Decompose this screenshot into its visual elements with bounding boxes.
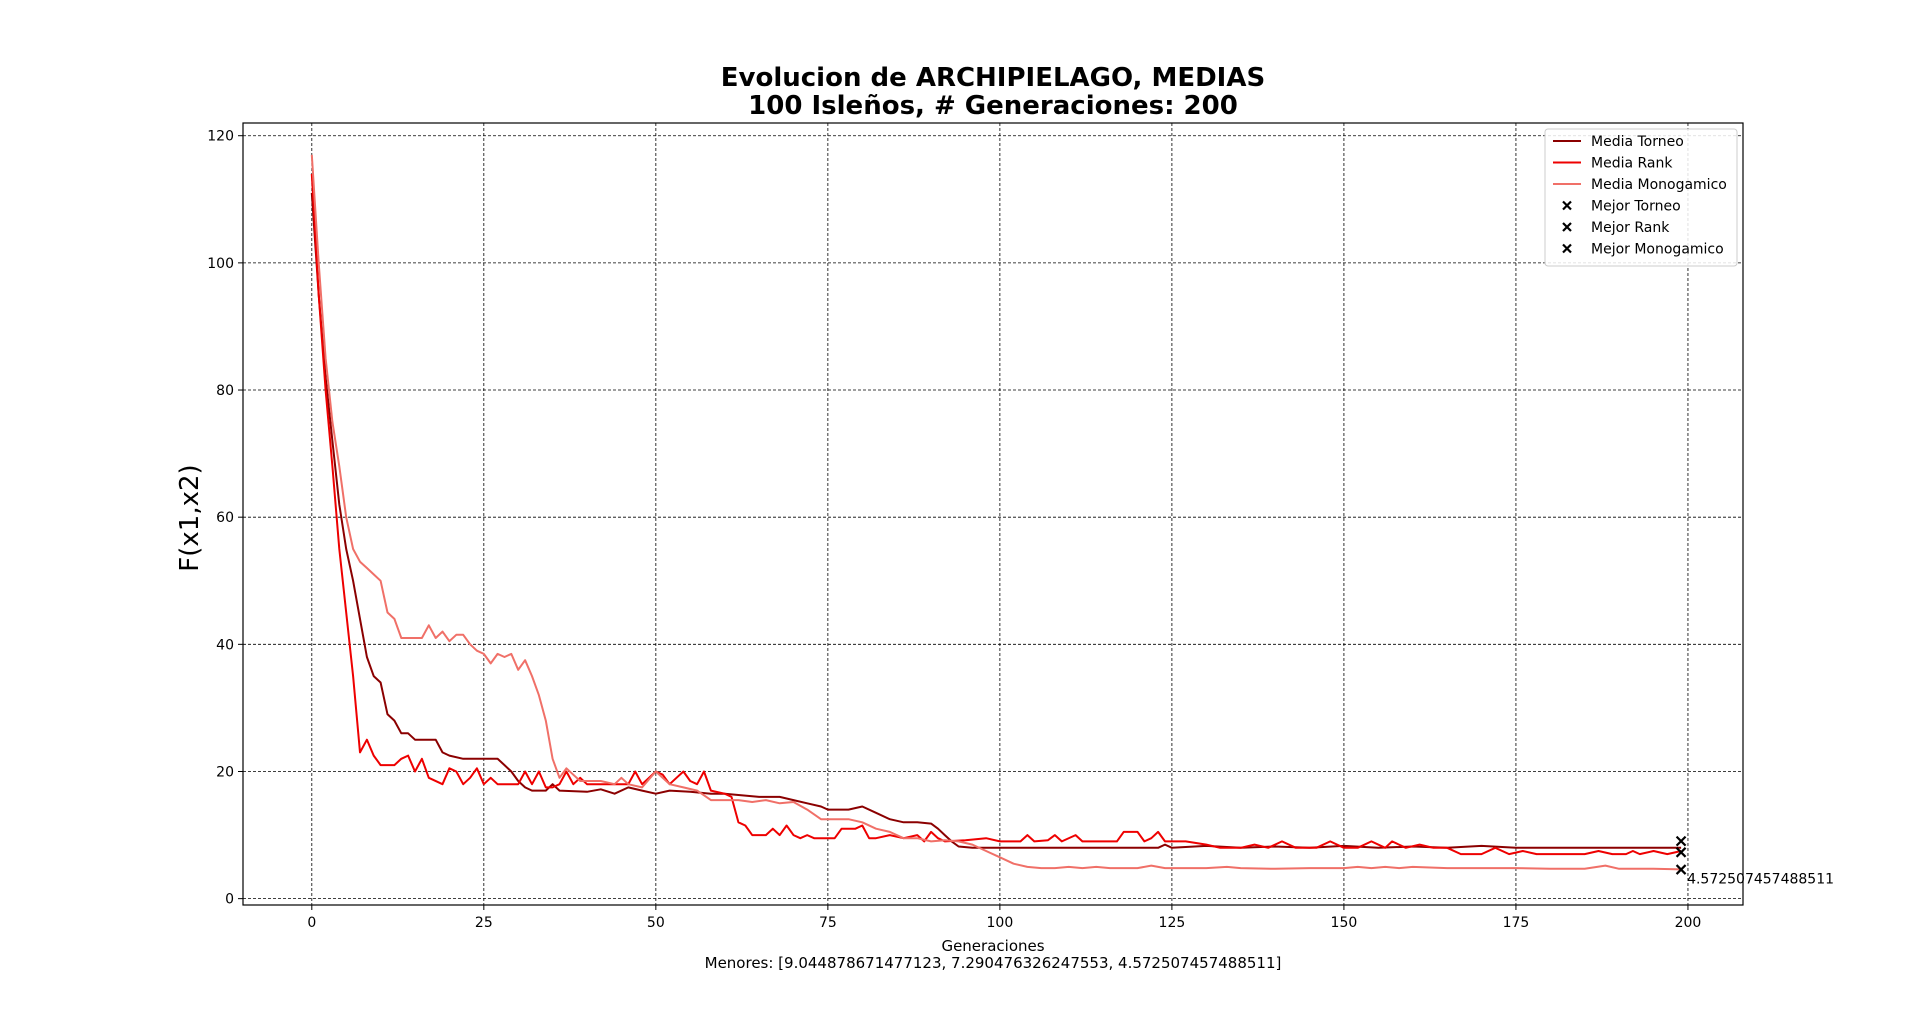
marker-mejor-monogamico	[1675, 864, 1687, 875]
marker-mejor-rank	[1675, 847, 1687, 858]
x-tick-label: 100	[987, 915, 1014, 931]
y-ticks: 0 20 40 60 80 100 120	[207, 129, 243, 908]
x-tick-label: 75	[819, 915, 837, 931]
x-tick-label: 175	[1503, 915, 1530, 931]
legend-label-media-monogamico: Media Monogamico	[1591, 177, 1727, 193]
y-tick-label: 20	[216, 764, 234, 780]
annotations: 4.572507457488511	[1687, 872, 1834, 888]
legend-swatch-mejor-monogamico	[1562, 243, 1572, 254]
x-tick-label: 0	[307, 915, 316, 931]
legend-label-media-torneo: Media Torneo	[1591, 134, 1684, 150]
line-media-torneo	[310, 192, 1682, 849]
x-tick-label: 25	[475, 915, 493, 931]
line-media-monogamico	[310, 154, 1682, 871]
x-axis-label: Generaciones	[941, 937, 1044, 955]
x-tick-label: 50	[647, 915, 665, 931]
y-axis-label: F(x1,x2)	[175, 464, 205, 571]
x-tick-label: 125	[1159, 915, 1186, 931]
y-tick-label: 60	[216, 510, 234, 526]
legend-label-mejor-rank: Mejor Rank	[1591, 220, 1670, 236]
grid	[243, 123, 1743, 905]
legend-swatch-mejor-rank	[1562, 222, 1572, 232]
y-tick-label: 40	[216, 637, 234, 653]
marker-mejor-torneo	[1675, 835, 1687, 847]
y-tick-label: 120	[207, 129, 234, 145]
annotation-label: 4.572507457488511	[1687, 872, 1834, 888]
x-tick-label: 150	[1331, 915, 1358, 931]
best-markers	[1675, 835, 1687, 875]
y-tick-label: 100	[207, 256, 234, 272]
legend-label-mejor-torneo: Mejor Torneo	[1591, 199, 1681, 215]
legend-label-mejor-monogamico: Mejor Monogamico	[1591, 242, 1724, 258]
y-tick-label: 80	[216, 383, 234, 399]
footer-text: Menores: [9.044878671477123, 7.290476326…	[705, 954, 1282, 972]
line-media-rank	[310, 173, 1682, 856]
chart-title-line1: Evolucion de ARCHIPIELAGO, MEDIAS	[721, 63, 1265, 93]
plot-frame	[242, 122, 1744, 906]
x-ticks: 0 25 50 75 100 125 150 175 200	[307, 905, 1701, 931]
y-tick-label: 0	[225, 892, 234, 908]
legend-label-media-rank: Media Rank	[1591, 156, 1673, 172]
chart-title-line2: 100 Isleños, # Generaciones: 200	[748, 91, 1238, 121]
series-lines	[310, 154, 1682, 871]
legend-swatch-mejor-torneo	[1562, 200, 1572, 211]
legend: Media Torneo Media Rank Media Monogamico Me…	[1544, 128, 1738, 267]
legend-box	[1544, 128, 1738, 267]
x-tick-label: 200	[1675, 915, 1702, 931]
